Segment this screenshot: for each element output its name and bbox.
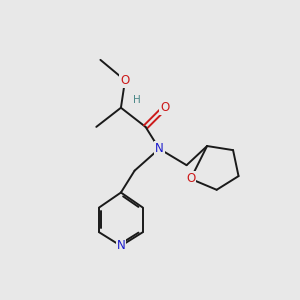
Text: N: N bbox=[117, 239, 125, 252]
Text: N: N bbox=[155, 142, 164, 155]
Text: O: O bbox=[120, 74, 130, 87]
Text: H: H bbox=[134, 94, 141, 104]
Text: O: O bbox=[160, 101, 169, 114]
Text: O: O bbox=[186, 172, 195, 185]
